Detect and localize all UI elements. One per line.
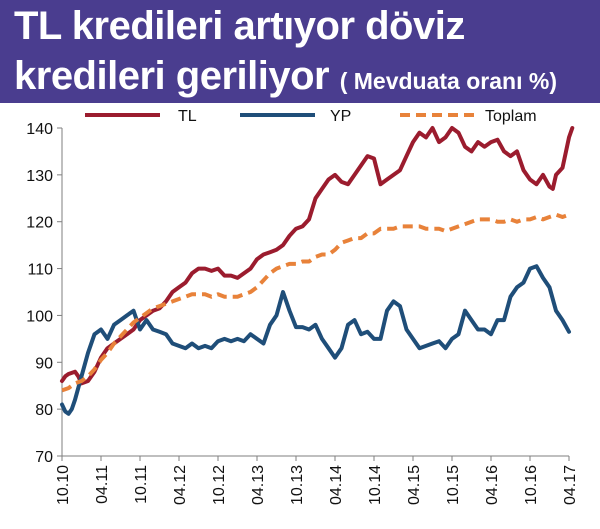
chart-legend: TL YP Toplam: [85, 108, 537, 125]
x-tick-label: 04.11: [94, 465, 111, 504]
x-tick-label: 04.14: [328, 465, 345, 505]
x-tick-label: 10.13: [289, 465, 306, 505]
legend-label-tl: TL: [178, 108, 197, 125]
series-line-toplam: [61, 212, 570, 393]
y-tick-label: 100: [26, 308, 53, 325]
legend-label-toplam: Toplam: [485, 108, 537, 125]
y-tick-label: 80: [35, 402, 53, 419]
chart-series: [60, 126, 575, 416]
y-tick-label: 120: [26, 215, 53, 232]
x-tick-label: 04.16: [484, 465, 501, 505]
chart-axes: 70 80 90 100 110 120 130 140 10.10 04.11 10.11 04.1…: [26, 121, 579, 505]
x-tick-label: 10.15: [445, 465, 462, 505]
y-tick-label: 90: [35, 355, 53, 372]
chart-title-line-2-text: kredileri geriliyor: [14, 54, 330, 98]
legend-label-yp: YP: [330, 108, 351, 125]
x-tick-label: 10.11: [133, 465, 150, 504]
chart-title-line-2: kredileri geriliyor ( Mevduata oranı %): [14, 52, 557, 105]
title-banner: TL kredileri artıyor döviz kredileri ger…: [0, 0, 600, 103]
x-tick-label: 04.13: [250, 465, 267, 505]
y-tick-label: 140: [26, 121, 53, 138]
x-tick-label: 10.14: [367, 465, 384, 505]
chart-title-line-1: TL kredileri artıyor döviz: [14, 4, 465, 48]
x-tick-label: 04.12: [172, 465, 189, 505]
y-tick-label: 70: [35, 449, 53, 466]
x-tick-label: 10.10: [55, 465, 72, 505]
x-tick-label: 10.16: [523, 465, 540, 505]
x-tick-label: 04.17: [562, 465, 579, 505]
series-line-yp: [60, 264, 571, 416]
x-tick-label: 10.12: [211, 465, 228, 505]
line-chart: 70 80 90 100 110 120 130 140 10.10 04.11 10.11 04.1…: [26, 108, 579, 505]
chart-subtitle: ( Mevduata oranı %): [339, 68, 557, 94]
y-tick-label: 130: [26, 168, 53, 185]
y-tick-label: 110: [27, 262, 53, 279]
x-tick-label: 04.15: [406, 465, 423, 505]
